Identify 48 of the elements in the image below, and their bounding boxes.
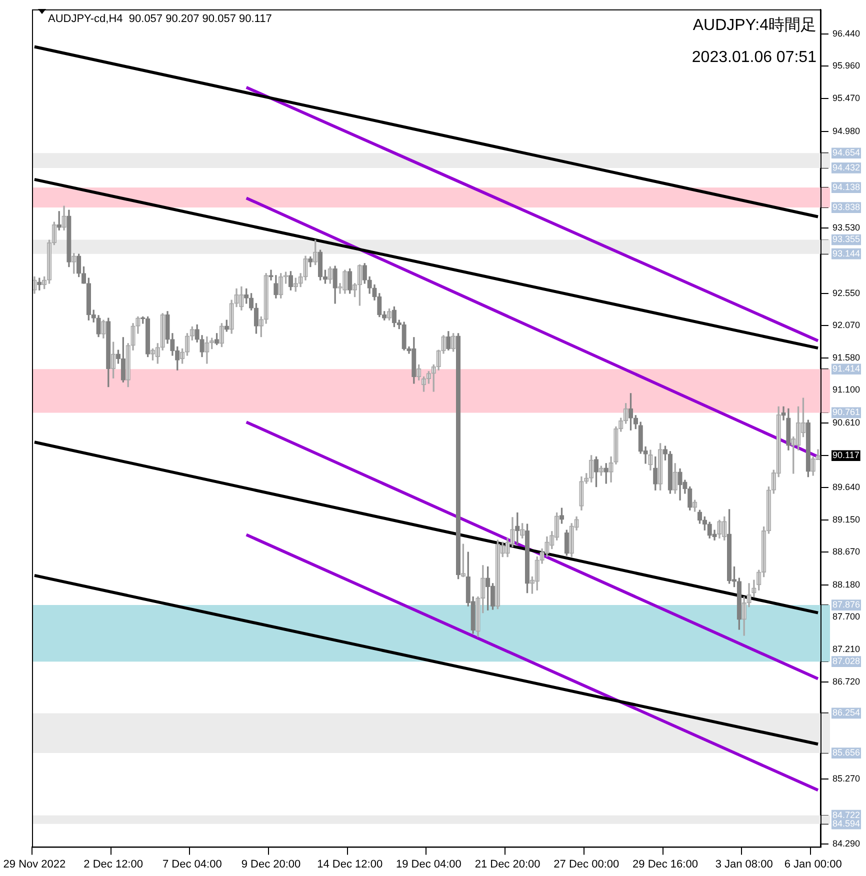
chart-title: AUDJPY:4時間足 bbox=[692, 16, 816, 34]
y-tick-label: 88.180 bbox=[832, 579, 860, 590]
text: 2023.01.06 07:51 bbox=[692, 48, 817, 66]
y-tick-label: 95.960 bbox=[832, 60, 860, 71]
x-tick-label: 21 Dec 20:00 bbox=[474, 858, 540, 870]
y-tick-label: 91.414 bbox=[832, 364, 860, 374]
y-tick-label: 93.144 bbox=[832, 248, 860, 258]
y-tick-label: 87.876 bbox=[832, 600, 860, 610]
y-tick-label: 95.470 bbox=[832, 93, 860, 104]
y-tick-label: 94.138 bbox=[832, 182, 860, 192]
y-tick-label: 92.550 bbox=[832, 288, 860, 298]
y-tick-label: 94.980 bbox=[832, 126, 860, 136]
y-tick-label: 86.720 bbox=[832, 676, 860, 687]
y-tick-label: 87.700 bbox=[832, 611, 860, 622]
x-tick-label: 7 Dec 04:00 bbox=[162, 858, 222, 870]
annotation: AUDJPY-cd,H4 90.057 90.207 90.057 90.117 bbox=[48, 12, 272, 25]
x-tick-label: 6 Jan 00:00 bbox=[784, 858, 842, 870]
x-tick-label: 14 Dec 12:00 bbox=[317, 858, 383, 870]
y-tick-label: 90.610 bbox=[832, 417, 860, 428]
y-tick-label: 90.117 bbox=[832, 450, 860, 460]
y-tick-label: 87.028 bbox=[832, 656, 860, 666]
y-tick-label: 93.838 bbox=[832, 202, 860, 212]
x-tick-label: 3 Jan 08:00 bbox=[715, 858, 773, 870]
y-tick-label: 84.290 bbox=[832, 838, 860, 849]
y-tick-label: 93.530 bbox=[832, 222, 860, 233]
y-tick-label: 84.594 bbox=[832, 818, 860, 828]
y-tick-label: 87.210 bbox=[832, 644, 860, 654]
x-tick-label: 29 Nov 2022 bbox=[3, 858, 66, 870]
x-tick-label: 29 Dec 16:00 bbox=[632, 858, 698, 870]
y-tick-label: 92.070 bbox=[832, 320, 860, 330]
y-tick-label: 85.270 bbox=[832, 773, 860, 784]
y-tick-label: 96.440 bbox=[832, 28, 860, 39]
x-tick-label: 27 Dec 00:00 bbox=[554, 858, 620, 870]
y-tick-label: 91.580 bbox=[832, 352, 860, 363]
y-tick-label: 85.656 bbox=[832, 748, 860, 758]
y-tick-label: 90.761 bbox=[832, 407, 860, 418]
y-tick-label: 94.654 bbox=[832, 148, 860, 158]
y-tick-label: 91.100 bbox=[832, 384, 860, 395]
y-tick-label: 94.432 bbox=[832, 162, 860, 172]
y-tick-label: 89.150 bbox=[832, 514, 860, 525]
x-tick-label: 9 Dec 20:00 bbox=[241, 858, 301, 870]
y-tick-label: 88.670 bbox=[832, 546, 860, 557]
x-tick-label: 2 Dec 12:00 bbox=[84, 858, 143, 870]
y-tick-label: 86.254 bbox=[832, 708, 860, 718]
y-tick-label: 93.355 bbox=[832, 234, 860, 244]
y-tick-label: 84.722 bbox=[832, 810, 860, 820]
y-tick-label: 89.640 bbox=[832, 482, 860, 492]
x-tick-label: 19 Dec 04:00 bbox=[396, 858, 462, 870]
